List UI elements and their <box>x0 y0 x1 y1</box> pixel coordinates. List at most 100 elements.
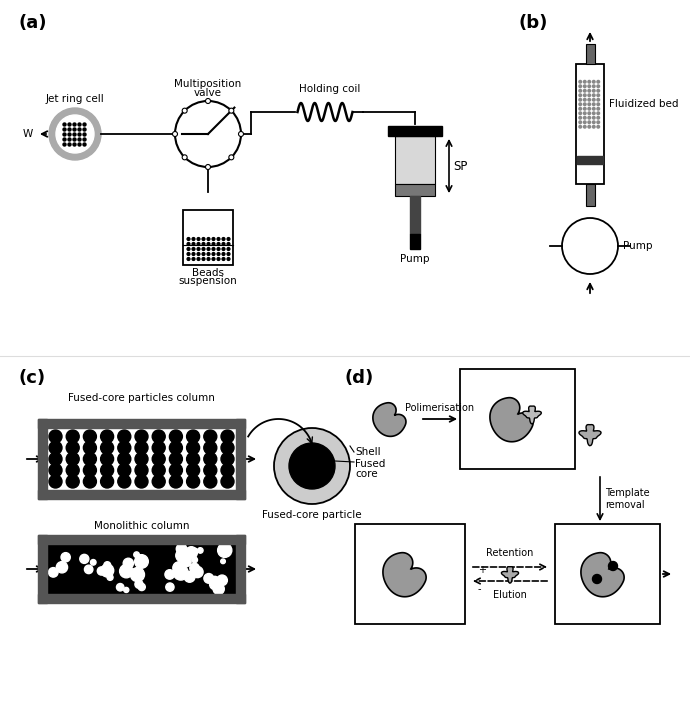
Polygon shape <box>502 567 519 583</box>
Circle shape <box>78 133 81 136</box>
Circle shape <box>197 238 200 241</box>
Circle shape <box>597 89 600 92</box>
Circle shape <box>579 81 582 83</box>
Circle shape <box>172 131 177 136</box>
Circle shape <box>588 81 591 83</box>
Circle shape <box>152 475 165 488</box>
Circle shape <box>593 81 595 83</box>
Circle shape <box>593 121 595 124</box>
Circle shape <box>584 99 586 101</box>
Circle shape <box>593 575 602 583</box>
Circle shape <box>49 464 62 477</box>
Circle shape <box>73 138 76 141</box>
Circle shape <box>227 253 230 256</box>
Circle shape <box>227 248 230 251</box>
Circle shape <box>588 89 591 92</box>
Circle shape <box>222 258 225 261</box>
Circle shape <box>78 128 81 131</box>
Circle shape <box>207 253 210 256</box>
Circle shape <box>579 103 582 106</box>
Circle shape <box>68 133 71 136</box>
Circle shape <box>49 453 62 466</box>
Circle shape <box>206 164 210 169</box>
Circle shape <box>579 112 582 114</box>
Circle shape <box>192 566 203 578</box>
Bar <box>355 524 465 624</box>
Circle shape <box>187 248 190 251</box>
Circle shape <box>49 108 101 160</box>
Polygon shape <box>373 403 406 436</box>
Circle shape <box>152 430 165 443</box>
Circle shape <box>187 258 190 261</box>
Text: Multiposition: Multiposition <box>175 79 241 89</box>
Circle shape <box>124 558 133 568</box>
Circle shape <box>78 138 81 141</box>
Circle shape <box>83 133 86 136</box>
Text: +: + <box>478 565 486 575</box>
Circle shape <box>197 258 200 261</box>
Circle shape <box>207 243 210 246</box>
Circle shape <box>593 103 595 106</box>
Circle shape <box>229 108 234 113</box>
Circle shape <box>135 430 148 443</box>
Polygon shape <box>383 553 426 597</box>
Circle shape <box>107 574 113 580</box>
Circle shape <box>212 258 215 261</box>
Circle shape <box>584 85 586 88</box>
Circle shape <box>192 243 195 246</box>
Circle shape <box>186 441 199 454</box>
Text: (b): (b) <box>518 14 547 32</box>
Circle shape <box>207 238 210 241</box>
Circle shape <box>57 562 68 573</box>
Circle shape <box>222 248 225 251</box>
Circle shape <box>562 218 618 274</box>
Circle shape <box>192 557 197 563</box>
Circle shape <box>152 464 165 477</box>
Circle shape <box>181 557 191 567</box>
Circle shape <box>190 563 199 573</box>
Circle shape <box>186 475 199 488</box>
Circle shape <box>152 441 165 454</box>
Circle shape <box>212 238 215 241</box>
Circle shape <box>66 453 79 466</box>
Bar <box>236 419 245 499</box>
Circle shape <box>66 430 79 443</box>
Circle shape <box>579 107 582 110</box>
Circle shape <box>187 243 190 246</box>
Circle shape <box>78 143 81 146</box>
Circle shape <box>182 108 187 113</box>
Circle shape <box>588 116 591 119</box>
Circle shape <box>217 243 220 246</box>
Circle shape <box>135 441 148 454</box>
Circle shape <box>217 543 232 558</box>
Text: Beads: Beads <box>192 268 224 278</box>
Circle shape <box>170 475 182 488</box>
Circle shape <box>593 94 595 96</box>
Circle shape <box>597 121 600 124</box>
Circle shape <box>584 103 586 106</box>
Circle shape <box>202 243 205 246</box>
Text: Polimerisation: Polimerisation <box>406 403 475 413</box>
Circle shape <box>202 253 205 256</box>
Circle shape <box>197 253 200 256</box>
Circle shape <box>83 123 86 126</box>
Circle shape <box>239 131 244 136</box>
Circle shape <box>204 430 217 443</box>
Circle shape <box>221 453 234 466</box>
Circle shape <box>182 155 187 160</box>
Circle shape <box>217 575 228 585</box>
Circle shape <box>588 103 591 106</box>
Circle shape <box>597 99 600 101</box>
Bar <box>388 126 442 136</box>
Circle shape <box>104 562 110 568</box>
Circle shape <box>176 543 187 554</box>
Circle shape <box>101 453 114 466</box>
Text: Retention: Retention <box>486 548 533 558</box>
Circle shape <box>48 568 58 577</box>
Circle shape <box>118 475 131 488</box>
Circle shape <box>204 573 214 583</box>
Circle shape <box>124 588 129 593</box>
Circle shape <box>130 568 144 582</box>
Circle shape <box>221 475 234 488</box>
Circle shape <box>66 441 79 454</box>
